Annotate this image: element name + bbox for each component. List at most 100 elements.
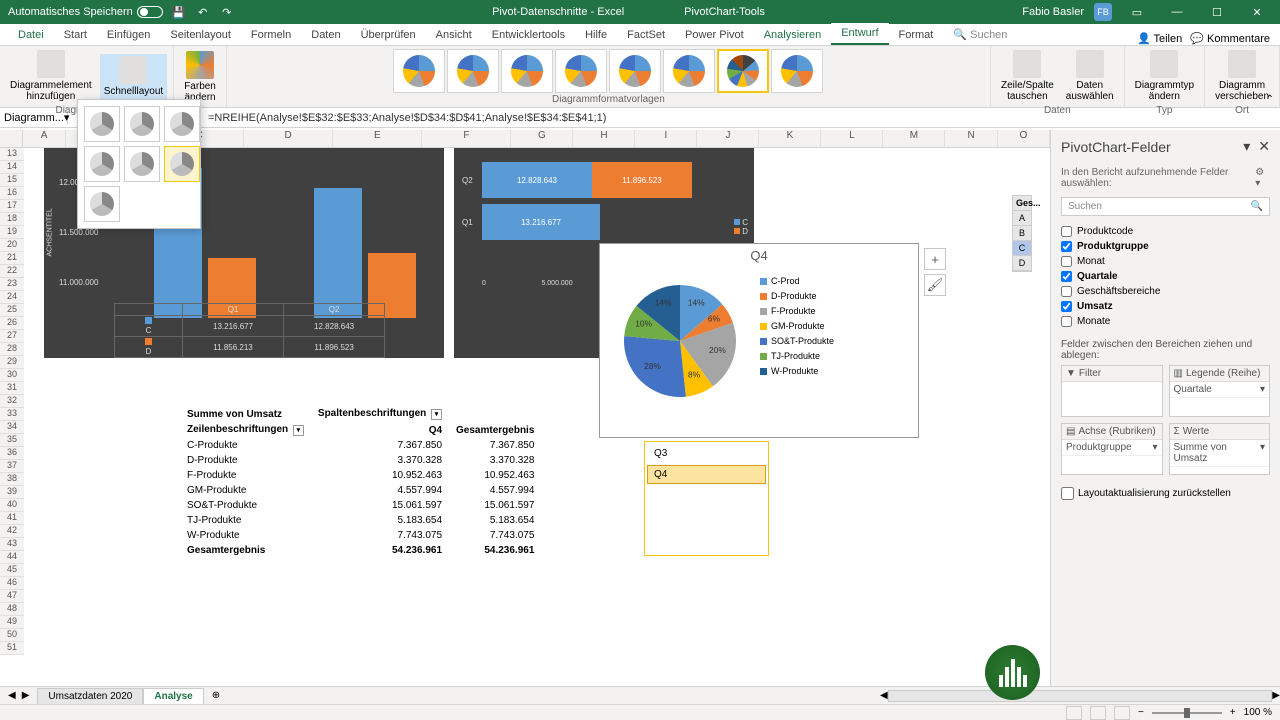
gear-icon[interactable]: ⚙ ▾ — [1255, 167, 1270, 189]
zoom-level[interactable]: 100 % — [1244, 707, 1272, 718]
tab-factset[interactable]: FactSet — [617, 25, 675, 45]
pie-chart[interactable]: Q4 14%6%20%8%28%10%14% C-ProdD-ProdukteF… — [599, 243, 919, 438]
zoom-in-icon[interactable]: + — [1230, 707, 1236, 718]
slicer-item-Q4[interactable]: Q4 — [647, 465, 766, 484]
layout-option-3[interactable] — [84, 146, 120, 182]
field-Monat[interactable]: Monat — [1061, 254, 1270, 269]
minimize-icon[interactable]: — — [1162, 2, 1192, 22]
slicer-item-Q3[interactable]: Q3 — [647, 444, 766, 463]
field-Produktgruppe[interactable]: Produktgruppe — [1061, 239, 1270, 254]
layout-option-4[interactable] — [124, 146, 160, 182]
tab-insert[interactable]: Einfügen — [97, 25, 160, 45]
horizontal-scrollbar[interactable]: ◀▶ — [880, 689, 1280, 703]
tab-data[interactable]: Daten — [301, 25, 350, 45]
field-Monate[interactable]: Monate — [1061, 314, 1270, 329]
sheet-tab-analyse[interactable]: Analyse — [143, 688, 203, 704]
maximize-icon[interactable]: ☐ — [1202, 2, 1232, 22]
field-Geschäftsbereiche[interactable]: Geschäftsbereiche — [1061, 284, 1270, 299]
chart-brush-icon[interactable]: 🖌 — [924, 274, 946, 296]
page-layout-view-icon[interactable] — [1090, 706, 1106, 720]
pivot-table[interactable]: Summe von UmsatzSpaltenbeschriftungen ▾Z… — [179, 405, 542, 559]
select-data-button[interactable]: Daten auswählen — [1062, 48, 1118, 104]
new-sheet-icon[interactable]: ⊕ — [204, 690, 228, 701]
group-data-label: Daten — [1044, 104, 1071, 116]
autosave-toggle[interactable]: Automatisches Speichern — [8, 6, 163, 18]
layout-option-0[interactable] — [84, 106, 120, 142]
zoom-out-icon[interactable]: − — [1138, 707, 1144, 718]
quick-layout-button[interactable]: Schnelllayout — [100, 54, 167, 99]
field-Quartale[interactable]: Quartale — [1061, 269, 1270, 284]
chart-style-0[interactable] — [393, 49, 445, 93]
chart-style-4[interactable] — [609, 49, 661, 93]
undo-icon[interactable]: ↶ — [195, 4, 211, 20]
sheet-next-icon[interactable]: ▶ — [22, 690, 30, 701]
layout-option-5[interactable] — [164, 146, 200, 182]
search-tab[interactable]: 🔍 Suchen — [943, 24, 1017, 45]
formula-bar[interactable]: =NREIHE(Analyse!$E$32:$E$33;Analyse!$D$3… — [68, 112, 1280, 124]
tab-file[interactable]: Datei — [8, 25, 54, 45]
pivotchart-fields-pane: PivotChart-Felder ▾ ✕ In den Bericht auf… — [1050, 130, 1280, 686]
field-search-input[interactable]: Suchen🔍 — [1061, 197, 1270, 216]
layout-option-1[interactable] — [124, 106, 160, 142]
axis-title: ACHSENTITEL — [47, 208, 54, 256]
row-headers[interactable]: 1314151617181920212223242526272829303132… — [0, 148, 24, 655]
collapse-ribbon-icon[interactable]: ⌃ — [1266, 94, 1274, 105]
tab-view[interactable]: Ansicht — [426, 25, 482, 45]
tab-formulas[interactable]: Formeln — [241, 25, 301, 45]
chart-style-6[interactable] — [717, 49, 769, 93]
close-icon[interactable]: ✕ — [1242, 2, 1272, 22]
layout-option-2[interactable] — [164, 106, 200, 142]
slicer[interactable]: Q3Q4 — [644, 441, 769, 556]
normal-view-icon[interactable] — [1066, 706, 1082, 720]
tab-design[interactable]: Entwurf — [831, 23, 888, 45]
pane-close-icon[interactable]: ✕ — [1258, 138, 1270, 155]
pane-options-icon[interactable]: ▾ — [1243, 138, 1250, 155]
save-icon[interactable]: 💾 — [171, 4, 187, 20]
tab-help[interactable]: Hilfe — [575, 25, 617, 45]
svg-text:28%: 28% — [644, 361, 661, 371]
comments-button[interactable]: 💬 Kommentare — [1190, 32, 1270, 45]
share-button[interactable]: 👤 Teilen — [1137, 32, 1182, 45]
filter-area[interactable]: ▼ Filter — [1061, 365, 1163, 417]
switch-row-col-button[interactable]: Zeile/Spalte tauschen — [997, 48, 1058, 104]
move-chart-button[interactable]: Diagramm verschieben — [1211, 48, 1273, 104]
group-type-label: Typ — [1156, 104, 1172, 116]
context-title: PivotChart-Tools — [684, 6, 765, 18]
sheet-prev-icon[interactable]: ◀ — [8, 690, 16, 701]
change-colors-button[interactable]: Farben ändern — [180, 49, 220, 105]
tab-analyze[interactable]: Analysieren — [754, 25, 831, 45]
change-chart-type-button[interactable]: Diagrammtyp ändern — [1131, 48, 1198, 104]
statusbar: − + 100 % — [0, 704, 1280, 720]
vertical-selector[interactable]: Ges...ABCD — [1012, 195, 1032, 272]
add-chart-element-button[interactable]: Diagrammelement hinzufügen — [6, 48, 96, 104]
pie-title: Q4 — [600, 244, 918, 267]
tab-powerpivot[interactable]: Power Pivot — [675, 25, 754, 45]
tab-layout[interactable]: Seitenlayout — [160, 25, 241, 45]
tab-home[interactable]: Start — [54, 25, 97, 45]
redo-icon[interactable]: ↷ — [219, 4, 235, 20]
values-area[interactable]: Σ Werte Summe von Umsatz▾ — [1169, 423, 1271, 475]
field-Umsatz[interactable]: Umsatz — [1061, 299, 1270, 314]
chart-style-3[interactable] — [555, 49, 607, 93]
legend-area[interactable]: ▥ Legende (Reihe) Quartale▾ — [1169, 365, 1271, 417]
chart-styles-gallery[interactable] — [393, 48, 823, 93]
chart-style-2[interactable] — [501, 49, 553, 93]
tab-format[interactable]: Format — [889, 25, 944, 45]
chart-style-5[interactable] — [663, 49, 715, 93]
axis-area[interactable]: ▤ Achse (Rubriken) Produktgruppe▾ — [1061, 423, 1163, 475]
zoom-slider[interactable] — [1152, 712, 1222, 714]
tab-review[interactable]: Überprüfen — [351, 25, 426, 45]
ribbon-options-icon[interactable]: ▭ — [1122, 2, 1152, 22]
defer-layout-checkbox[interactable]: Layoutaktualisierung zurückstellen — [1051, 481, 1280, 506]
sheet-tab-data[interactable]: Umsatzdaten 2020 — [37, 688, 143, 704]
field-list[interactable]: ProduktcodeProduktgruppeMonatQuartaleGes… — [1051, 220, 1280, 333]
chart-style-1[interactable] — [447, 49, 499, 93]
user-avatar[interactable]: FB — [1094, 3, 1112, 21]
chart-style-7[interactable] — [771, 49, 823, 93]
user-name: Fabio Basler — [1022, 6, 1084, 18]
tab-dev[interactable]: Entwicklertools — [482, 25, 575, 45]
page-break-view-icon[interactable] — [1114, 706, 1130, 720]
layout-option-6[interactable] — [84, 186, 120, 222]
field-Produktcode[interactable]: Produktcode — [1061, 224, 1270, 239]
chart-plus-icon[interactable]: + — [924, 248, 946, 270]
